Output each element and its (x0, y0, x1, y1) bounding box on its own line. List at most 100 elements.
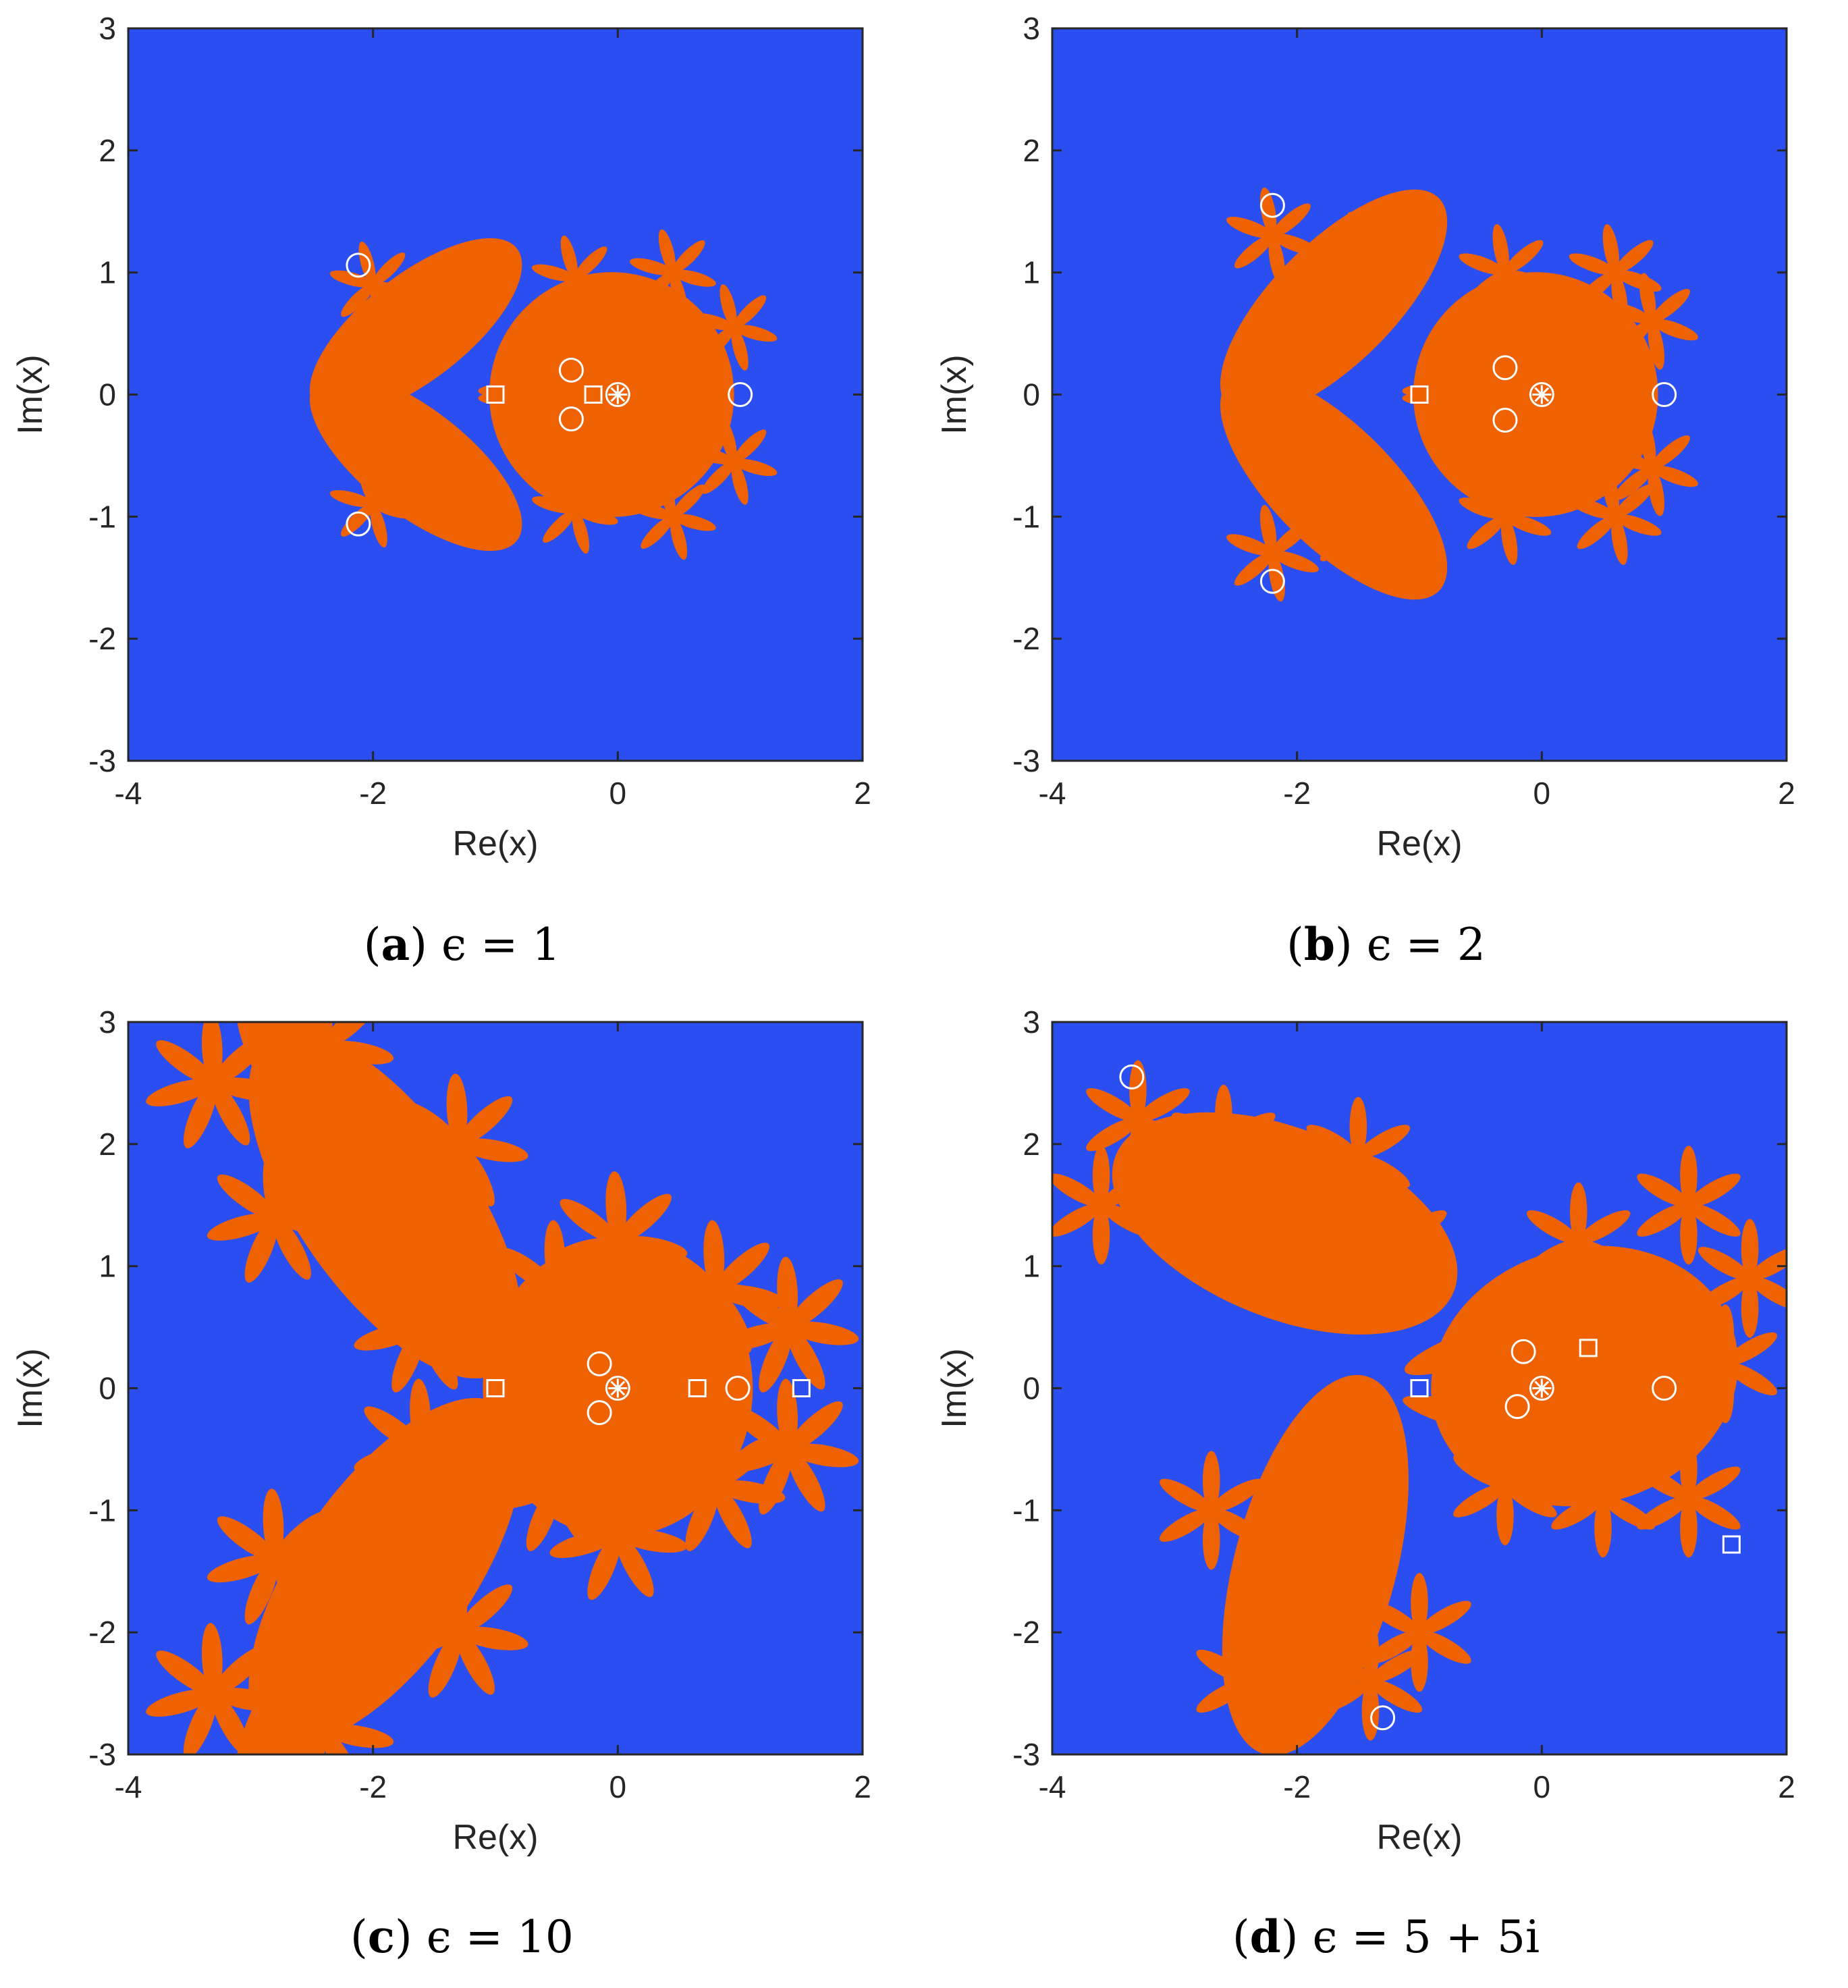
basin-lobe (556, 1285, 626, 1309)
basin-lobe (1196, 1649, 1249, 1684)
basin-lobe (1578, 1210, 1631, 1244)
y-tick-label: 1 (1023, 255, 1040, 290)
basin-lobe (1306, 1125, 1359, 1158)
y-tick-label: 3 (99, 1004, 116, 1040)
basin-lobe (1724, 1362, 1778, 1395)
x-tick-label: 2 (1778, 1769, 1795, 1804)
panel-d: -4 -2 0 2 -3 -2 -1 0 1 2 3 Re(x) Im(x) (d) ϵ = 5 + 5… (924, 994, 1848, 1987)
basin-lobe (373, 502, 416, 519)
critical-point-square (1722, 1535, 1741, 1554)
basin-lobe (1611, 516, 1628, 565)
basin-lobe (1367, 1601, 1420, 1634)
basin-lobe (731, 1406, 790, 1451)
basin-lobe (312, 1659, 333, 1730)
basin-lobe (777, 1256, 798, 1328)
basin-lobe (554, 1485, 593, 1549)
basin-lobe (574, 246, 607, 279)
basin-lobe (556, 1480, 626, 1504)
basin-lobe (498, 1443, 558, 1488)
critical-point-square (1579, 1339, 1598, 1358)
basin-lobe (1318, 1679, 1371, 1713)
basin-lobe (213, 1645, 268, 1695)
basin-lobe (1602, 1466, 1655, 1500)
basin-lobe (354, 1445, 423, 1473)
basin-lobe (183, 1693, 217, 1754)
critical-point-square (1410, 385, 1429, 404)
basin-lobe (733, 429, 767, 462)
basin-lobe (731, 327, 749, 371)
basin-lobe (1673, 1332, 1726, 1366)
basin-lobe (1272, 233, 1319, 255)
basin-lobe (1223, 1112, 1276, 1146)
basin-lobe (1569, 1182, 1587, 1242)
basin-lobe (672, 269, 716, 287)
basin-lobe (560, 467, 578, 511)
y-tick-label: -1 (88, 1493, 116, 1528)
basin-lobe (329, 270, 373, 288)
basin-lobe (428, 1632, 462, 1698)
y-tick-label: 0 (1023, 1371, 1040, 1406)
basin-lobe (263, 1488, 284, 1559)
chart-d: -4 -2 0 2 -3 -2 -1 0 1 2 3 Re(x) Im(x) (935, 1004, 1795, 1857)
fixed-point-circle (605, 1376, 630, 1401)
y-axis-label: Im(x) (11, 1348, 50, 1428)
y-tick-label: 2 (99, 133, 116, 168)
basin-lobe (1637, 1203, 1689, 1237)
chart-c: -4 -2 0 2 -3 -2 -1 0 1 2 3 Re(x) Im(x) (11, 1004, 871, 1857)
caption-d-text: ϵ = 5 + 5i (1312, 1911, 1540, 1963)
x-tick-label: 2 (1778, 776, 1795, 811)
basin-lobe (1614, 240, 1654, 274)
basin-lobe (1272, 520, 1311, 554)
basin-lobe (1394, 1239, 1447, 1274)
basin-lobe (419, 1326, 458, 1390)
basin-lobe (1172, 1112, 1224, 1146)
basin-lobe (1342, 1239, 1396, 1274)
basin-lobe (1504, 1484, 1557, 1517)
x-tick-label: -2 (1283, 776, 1311, 811)
basin-lobe (211, 1693, 250, 1754)
basin-lobe (703, 1220, 725, 1291)
basin-lobe (1086, 1118, 1139, 1152)
basin-lobe (734, 324, 778, 342)
fixed-point-circle (1652, 382, 1677, 407)
basin-lobe (458, 1096, 513, 1146)
basin-lobe (615, 1534, 654, 1597)
basin-lobe (759, 1326, 792, 1393)
fixed-point-circle (587, 1351, 612, 1376)
basin-lobe (266, 1022, 325, 1048)
basin-lobe (572, 278, 590, 322)
basin-lobe (1697, 1277, 1751, 1310)
caption-c: (c) ϵ = 10 (350, 1910, 574, 1963)
basin-lobe (1052, 1173, 1102, 1207)
basin-lobe (1569, 253, 1616, 275)
basin-lobe (1320, 528, 1359, 562)
basin-lobe (358, 241, 376, 285)
basin-lobe (719, 284, 737, 328)
chart-b: -4 -2 0 2 -3 -2 -1 0 1 2 3 Re(x) Im(x) (935, 11, 1795, 863)
basin-lobe (1673, 1362, 1726, 1395)
basin-lobe (483, 1385, 605, 1404)
basin-lobe (1268, 236, 1285, 284)
basin-lobe (1211, 1508, 1263, 1542)
basin-lobe (572, 510, 590, 554)
basin-lobe (1551, 1496, 1604, 1530)
basin-lobe (1215, 1084, 1232, 1144)
basin-lobe (1651, 288, 1690, 323)
basin-lobe (1367, 1630, 1420, 1664)
basin-lobe (1386, 1241, 1404, 1301)
basin-lobe (321, 1046, 360, 1109)
basin-lobe (685, 1485, 719, 1551)
fixed-point-circle (1492, 407, 1518, 433)
basin-lobe (1680, 1146, 1697, 1206)
basin-lobe (1652, 319, 1698, 341)
basin-lobe (1358, 258, 1405, 279)
star-marker (608, 1378, 628, 1398)
basin-lobe (309, 238, 522, 417)
basin-lobe (146, 1689, 215, 1717)
panel-a: -4 -2 0 2 -3 -2 -1 0 1 2 3 Re(x) Im(x) (a) ϵ = 1 (0, 0, 924, 994)
basin-lobe (788, 1401, 843, 1451)
basin-lobe (273, 1216, 311, 1280)
basin-lobe (146, 1079, 215, 1106)
basin-lobe (1259, 505, 1277, 554)
basin-lobe (1052, 1203, 1102, 1237)
